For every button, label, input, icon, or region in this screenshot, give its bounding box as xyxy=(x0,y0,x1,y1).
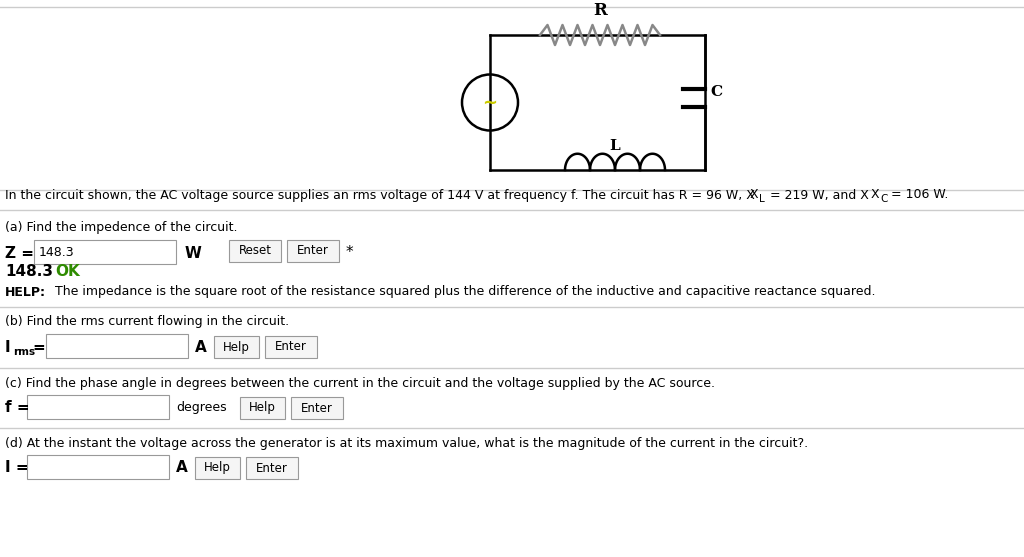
FancyBboxPatch shape xyxy=(46,334,188,358)
Text: (b) Find the rms current flowing in the circuit.: (b) Find the rms current flowing in the … xyxy=(5,315,289,329)
Text: Enter: Enter xyxy=(301,402,333,414)
Text: 148.3: 148.3 xyxy=(5,265,53,280)
Text: Enter: Enter xyxy=(256,462,288,475)
Text: In the circuit shown, the AC voltage source supplies an rms voltage of 144 V at : In the circuit shown, the AC voltage sou… xyxy=(5,188,755,202)
FancyBboxPatch shape xyxy=(240,397,285,419)
Text: ~: ~ xyxy=(482,94,498,111)
Text: Help: Help xyxy=(222,340,250,354)
Text: C: C xyxy=(710,86,722,100)
Text: degrees: degrees xyxy=(176,402,226,414)
Text: 148.3: 148.3 xyxy=(39,246,75,258)
Text: = 219 W, and X: = 219 W, and X xyxy=(766,188,869,202)
Text: rms: rms xyxy=(13,347,35,357)
Text: OK: OK xyxy=(55,265,80,280)
Text: C: C xyxy=(880,194,888,204)
Text: A: A xyxy=(195,340,207,354)
Text: I =: I = xyxy=(5,461,29,476)
Text: =: = xyxy=(32,340,45,354)
FancyBboxPatch shape xyxy=(287,240,339,262)
Text: (c) Find the phase angle in degrees between the current in the circuit and the v: (c) Find the phase angle in degrees betw… xyxy=(5,377,715,389)
FancyBboxPatch shape xyxy=(34,240,176,264)
FancyBboxPatch shape xyxy=(291,397,343,419)
Text: Enter: Enter xyxy=(275,340,307,354)
Text: L: L xyxy=(759,194,765,204)
Text: I: I xyxy=(5,340,10,354)
Text: (d) At the instant the voltage across the generator is at its maximum value, wha: (d) At the instant the voltage across th… xyxy=(5,437,808,449)
Text: Help: Help xyxy=(249,402,275,414)
Text: Z =: Z = xyxy=(5,246,34,261)
Text: Enter: Enter xyxy=(297,245,329,257)
Text: A: A xyxy=(176,461,187,476)
Text: *: * xyxy=(346,246,353,261)
FancyBboxPatch shape xyxy=(195,457,240,479)
FancyBboxPatch shape xyxy=(229,240,281,262)
FancyBboxPatch shape xyxy=(246,457,298,479)
Text: f =: f = xyxy=(5,400,30,416)
Text: L: L xyxy=(609,139,621,153)
Text: The impedance is the square root of the resistance squared plus the difference o: The impedance is the square root of the … xyxy=(47,286,876,299)
Text: Reset: Reset xyxy=(239,245,271,257)
FancyBboxPatch shape xyxy=(27,395,169,419)
Text: X: X xyxy=(750,188,759,202)
FancyBboxPatch shape xyxy=(27,455,169,479)
Text: R: R xyxy=(593,2,607,19)
Text: (a) Find the impedence of the circuit.: (a) Find the impedence of the circuit. xyxy=(5,222,238,234)
Text: X: X xyxy=(871,188,880,202)
Text: = 106 W.: = 106 W. xyxy=(887,188,948,202)
FancyBboxPatch shape xyxy=(265,336,317,358)
Text: HELP:: HELP: xyxy=(5,286,46,299)
Text: Help: Help xyxy=(204,462,230,475)
Text: W: W xyxy=(185,246,202,261)
FancyBboxPatch shape xyxy=(214,336,259,358)
